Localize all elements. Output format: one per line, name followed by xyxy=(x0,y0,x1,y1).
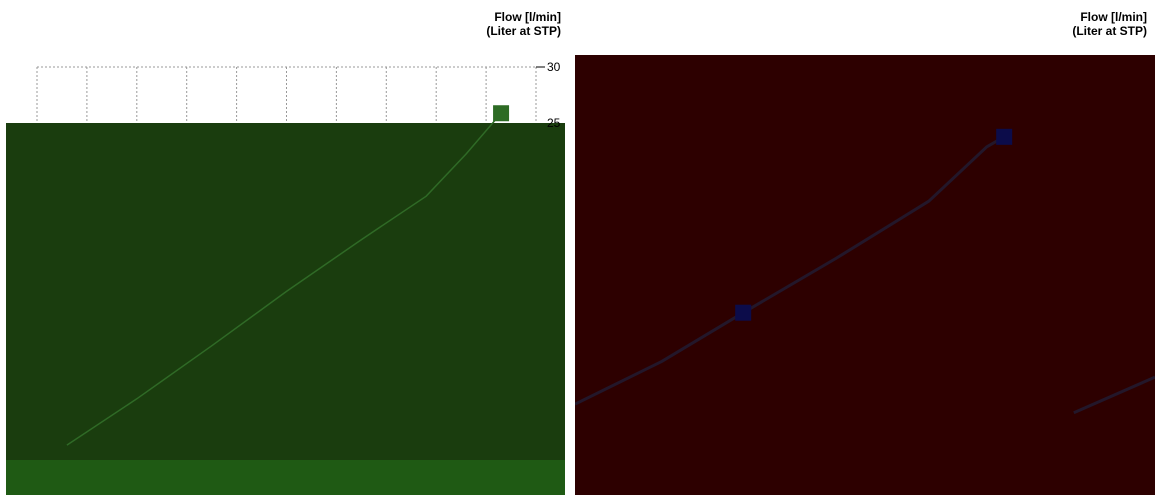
series-line xyxy=(66,112,502,446)
right-series-group xyxy=(575,128,1155,415)
data-point xyxy=(735,304,752,321)
left-y-tick-label: 30 xyxy=(547,60,561,74)
left-bottom-band xyxy=(6,460,565,495)
right-plot-area xyxy=(575,55,1155,495)
right-chart-svg xyxy=(575,55,1155,495)
left-chart-svg: 30 25 xyxy=(6,60,565,495)
left-series-group xyxy=(66,105,510,446)
left-y-tick-label: 25 xyxy=(547,116,561,130)
series-line xyxy=(575,135,1005,406)
right-y-axis-label: Flow [l/min] xyxy=(1080,10,1147,24)
left-grid xyxy=(36,66,545,135)
series-line xyxy=(1073,375,1155,415)
data-point xyxy=(493,105,510,122)
data-point xyxy=(996,128,1013,145)
right-chart-panel: Flow [l/min] (Liter at STP) xyxy=(575,0,1155,495)
left-chart-panel: Flow [l/min] (Liter at STP) 30 25 xyxy=(0,0,575,495)
left-y-axis-title: Flow [l/min] (Liter at STP) xyxy=(486,10,561,38)
left-plot-area xyxy=(6,123,565,495)
left-y-axis-sublabel: (Liter at STP) xyxy=(486,24,561,38)
right-y-axis-sublabel: (Liter at STP) xyxy=(1072,24,1147,38)
right-y-axis-title: Flow [l/min] (Liter at STP) xyxy=(1072,10,1147,38)
left-y-axis-label: Flow [l/min] xyxy=(494,10,561,24)
